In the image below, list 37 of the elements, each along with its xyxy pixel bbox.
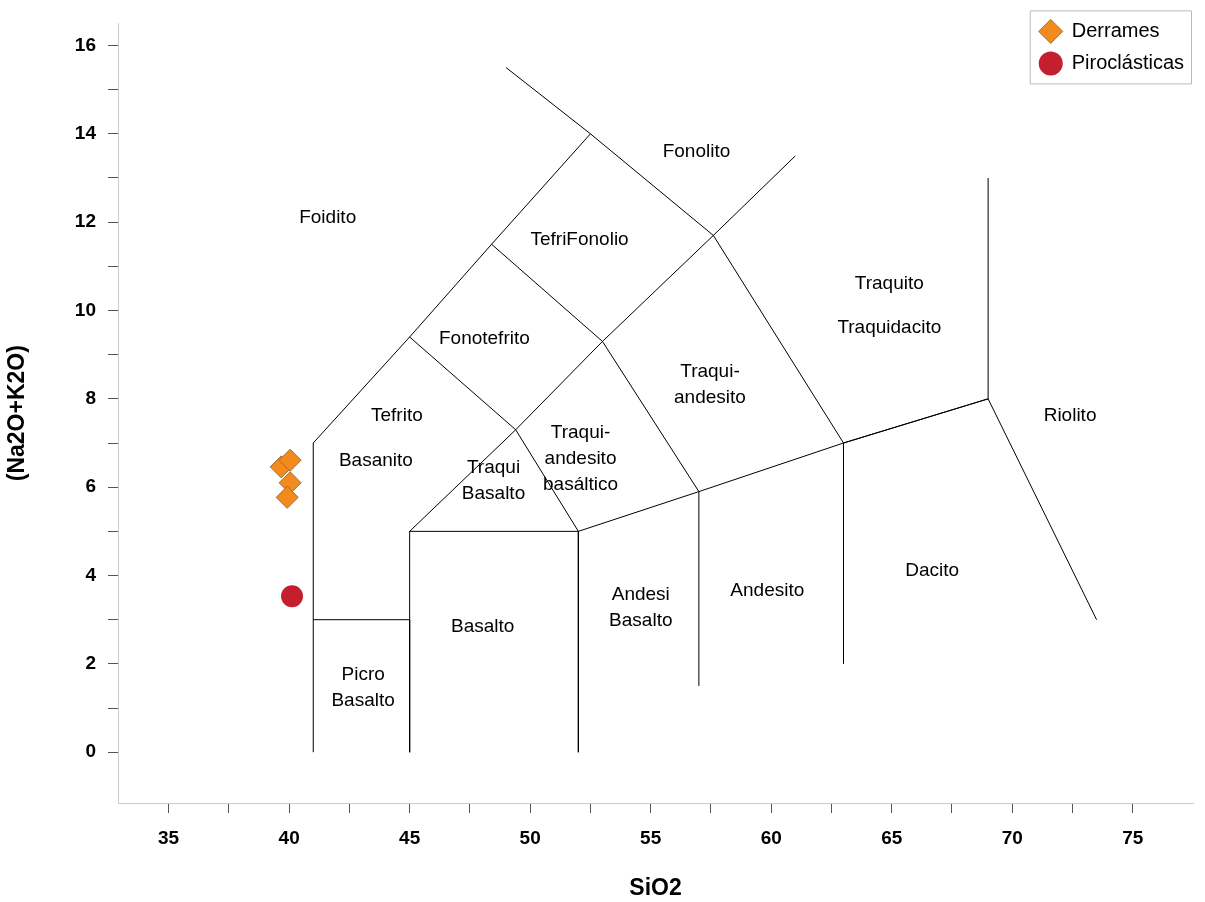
- x-tick-label: 70: [1001, 826, 1023, 848]
- x-tick-label: 75: [1122, 826, 1144, 848]
- legend-label: Piroclásticas: [1071, 50, 1185, 73]
- annotation: Andesito: [730, 578, 805, 600]
- x-tick-label: 50: [519, 826, 541, 848]
- annotation: Traqui- andesito: [674, 360, 746, 408]
- annotation: Picro Basalto: [331, 662, 395, 710]
- annotation: Traquito: [854, 272, 924, 294]
- x-tick-label: 60: [760, 826, 782, 848]
- y-tick-label: 12: [74, 210, 96, 232]
- legend-label: Derrames: [1071, 18, 1160, 41]
- x-tick-label: 55: [640, 826, 662, 848]
- y-tick-label: 10: [74, 298, 96, 320]
- y-axis-title: (Na2O+K2O): [3, 345, 30, 482]
- y-tick-label: 0: [85, 740, 96, 762]
- x-tick-label: 65: [881, 826, 903, 848]
- y-tick-label: 16: [74, 33, 96, 55]
- annotation: Tefrito: [371, 403, 423, 425]
- annotation: TefriFonolio: [530, 228, 629, 250]
- annotation: Traquidacito: [837, 316, 942, 338]
- annotation: Dacito: [905, 558, 960, 580]
- annotation: Fonolito: [662, 139, 731, 161]
- annotation: Riolito: [1043, 403, 1097, 425]
- y-tick-label: 4: [85, 563, 97, 585]
- annotation: Fonotefrito: [438, 327, 530, 349]
- annotation: Foidito: [299, 205, 357, 227]
- annotation: Basanito: [338, 449, 413, 471]
- annotation: Andesi Basalto: [609, 582, 673, 630]
- y-tick-label: 6: [85, 475, 96, 497]
- x-tick-label: 45: [399, 826, 421, 848]
- y-tick-label: 2: [85, 652, 96, 674]
- x-axis-title: SiO2: [629, 873, 682, 900]
- y-tick-label: 8: [85, 387, 96, 409]
- x-tick-label: 35: [158, 826, 180, 848]
- x-tick-label: 40: [278, 826, 300, 848]
- annotation: Basalto: [450, 615, 515, 636]
- y-tick-label: 14: [74, 122, 97, 144]
